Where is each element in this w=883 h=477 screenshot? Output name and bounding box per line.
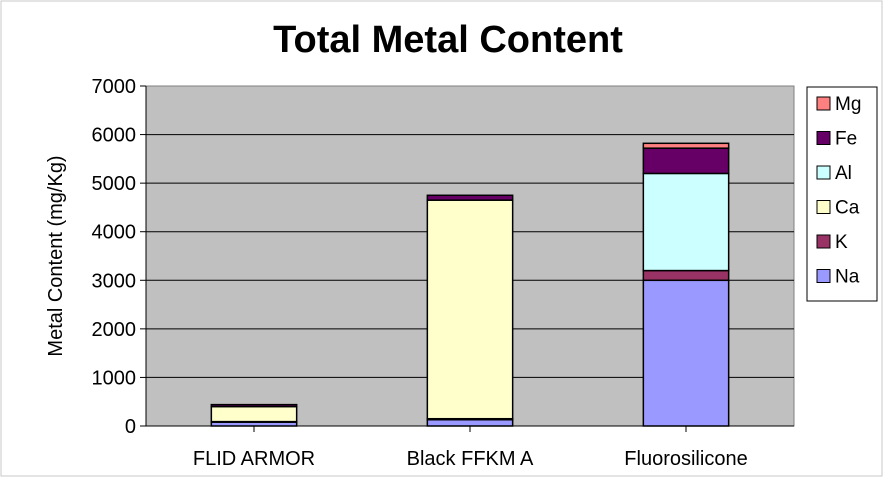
bar-segment-fe bbox=[426, 194, 514, 201]
bar-segment-na bbox=[426, 418, 514, 427]
legend: Mg Fe Al Ca K Na bbox=[806, 86, 878, 302]
x-tick-label: Fluorosilicone bbox=[624, 448, 747, 470]
legend-label-k: K bbox=[835, 232, 848, 253]
x-axis-labels: FLID ARMOR Black FFKM A Fluorosilicone bbox=[193, 426, 748, 470]
y-tick-label: 0 bbox=[125, 416, 136, 438]
bars bbox=[210, 142, 730, 427]
y-tick-label: 1000 bbox=[92, 367, 137, 389]
y-tick-label: 3000 bbox=[92, 270, 137, 292]
bar-segment-k bbox=[642, 269, 730, 282]
legend-swatch-ca bbox=[816, 200, 831, 214]
bar-segment-fe bbox=[642, 147, 730, 175]
bar-segment-na bbox=[642, 279, 730, 427]
legend-box bbox=[806, 86, 878, 302]
legend-swatch-fe bbox=[816, 131, 831, 145]
y-tick-label: 4000 bbox=[92, 222, 137, 244]
x-tick-label: FLID ARMOR bbox=[193, 448, 315, 470]
y-tick-label: 7000 bbox=[92, 76, 137, 98]
y-axis-ticks: 0 1000 2000 3000 4000 5000 6000 7000 bbox=[92, 76, 794, 438]
bar-segment-ca bbox=[426, 199, 514, 420]
legend-swatch-k bbox=[816, 234, 831, 249]
legend-swatch-na bbox=[816, 269, 831, 283]
y-tick-label: 2000 bbox=[92, 319, 137, 341]
y-tick-label: 5000 bbox=[92, 173, 137, 195]
legend-label-mg: Mg bbox=[835, 94, 861, 115]
legend-label-al: Al bbox=[835, 163, 852, 184]
legend-label-ca: Ca bbox=[835, 198, 860, 219]
bar-segment-al bbox=[642, 172, 730, 272]
x-tick-label: Black FFKM A bbox=[407, 448, 534, 470]
chart-title: Total Metal Content bbox=[273, 19, 623, 61]
y-axis-label: Metal Content (mg/Kg) bbox=[45, 155, 67, 356]
legend-swatch-al bbox=[816, 165, 831, 180]
legend-label-fe: Fe bbox=[835, 129, 857, 150]
bar-segment-mg bbox=[642, 142, 730, 149]
bar-segment-ca bbox=[210, 405, 298, 423]
legend-label-na: Na bbox=[835, 267, 860, 288]
bar-segment-fe bbox=[210, 403, 298, 408]
legend-swatch-mg bbox=[816, 96, 831, 111]
y-tick-label: 6000 bbox=[92, 125, 137, 147]
legend-items: Mg Fe Al Ca K Na bbox=[816, 94, 861, 288]
